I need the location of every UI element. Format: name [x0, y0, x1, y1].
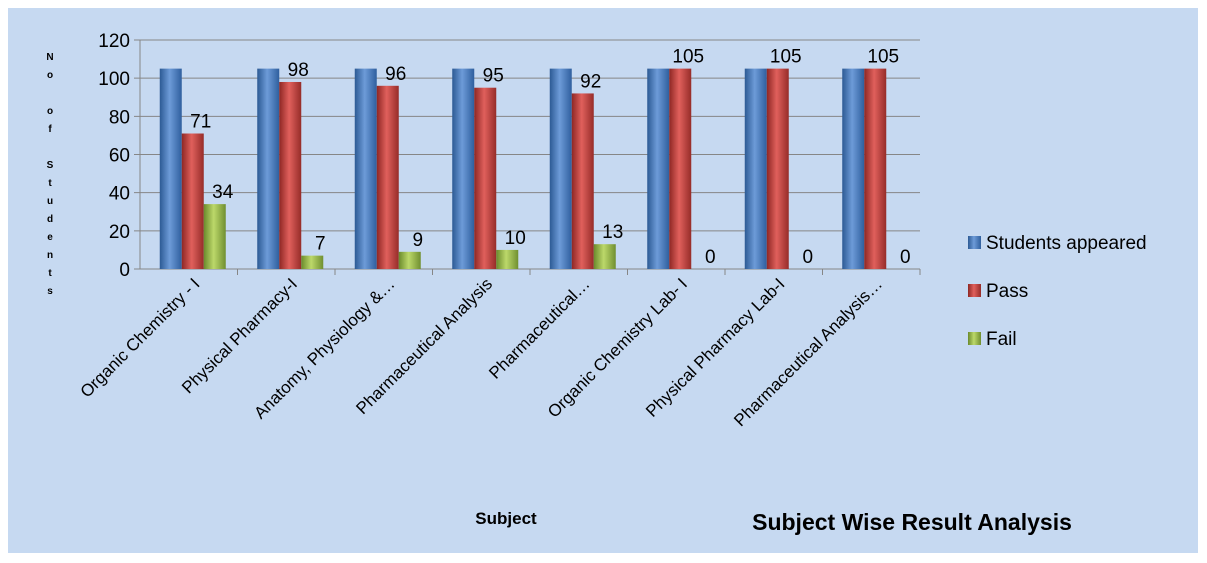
bar-students-appeared — [842, 68, 865, 269]
data-label: 10 — [505, 228, 526, 249]
y-axis-title-char: o — [47, 70, 53, 81]
bar-students-appeared — [257, 68, 280, 269]
data-label: 96 — [385, 64, 406, 85]
legend-label: Students appeared — [986, 233, 1147, 254]
bar-fail — [593, 244, 616, 269]
bars — [159, 68, 887, 269]
y-tick-label: 20 — [109, 222, 130, 243]
data-label: 105 — [770, 47, 802, 68]
data-label: 71 — [190, 112, 211, 133]
data-label: 0 — [705, 247, 716, 268]
data-label: 92 — [580, 71, 601, 92]
y-axis-title-char: e — [47, 232, 53, 243]
bar-fail — [301, 255, 324, 269]
y-tick-labels: 0 20 40 60 80 100 120 — [98, 31, 130, 281]
y-axis-title-char: d — [47, 214, 53, 225]
legend-swatch — [968, 236, 981, 249]
bar-students-appeared — [744, 68, 767, 269]
y-axis-title-char: f — [48, 124, 52, 135]
data-label: 0 — [802, 247, 813, 268]
bar-fail — [398, 251, 421, 269]
bar-fail — [203, 204, 226, 269]
legend-label: Fail — [986, 329, 1017, 350]
y-axis-title-char: S — [47, 160, 54, 171]
bar-chart: 0 20 40 60 80 100 120 71 34 98 7 96 9 95 10 92 13 105 0 10… — [46, 31, 1147, 535]
data-label: 105 — [867, 47, 899, 68]
bar-pass — [766, 68, 789, 269]
y-tick-label: 80 — [109, 107, 130, 128]
data-label: 98 — [288, 60, 309, 81]
data-label: 7 — [315, 234, 326, 255]
x-axis-title: Subject — [475, 509, 537, 528]
data-label: 105 — [672, 47, 704, 68]
y-axis-title-char: t — [48, 268, 52, 279]
bar-pass — [181, 133, 204, 269]
bar-students-appeared — [354, 68, 377, 269]
y-tick-label: 60 — [109, 146, 130, 167]
data-label: 9 — [412, 230, 423, 251]
y-tick-label: 0 — [119, 260, 130, 281]
bar-pass — [571, 93, 594, 269]
y-axis-title-char: n — [47, 250, 53, 261]
y-axis-title-char: N — [46, 52, 53, 63]
bar-pass — [864, 68, 887, 269]
legend-label: Pass — [986, 281, 1028, 302]
y-axis-title-char: s — [47, 286, 53, 297]
legend-swatch — [968, 284, 981, 297]
bar-pass — [279, 81, 302, 269]
data-labels: 71 34 98 7 96 9 95 10 92 13 105 0 105 0 105 0 — [190, 47, 910, 268]
bar-students-appeared — [452, 68, 475, 269]
x-category-label: Pharmaceutical… — [485, 274, 593, 382]
bar-students-appeared — [549, 68, 572, 269]
data-label: 34 — [212, 182, 234, 203]
y-tick-label: 100 — [98, 69, 130, 90]
chart-title: Subject Wise Result Analysis — [752, 509, 1072, 535]
data-label: 0 — [900, 247, 911, 268]
y-tick-label: 120 — [98, 31, 130, 52]
bar-pass — [669, 68, 692, 269]
bar-pass — [474, 87, 497, 269]
bar-students-appeared — [159, 68, 182, 269]
gridlines — [134, 39, 921, 275]
legend-swatch — [968, 332, 981, 345]
bar-pass — [376, 85, 399, 269]
bar-fail — [496, 249, 519, 269]
legend: Students appeared Pass Fail — [968, 233, 1147, 350]
data-label: 95 — [483, 66, 504, 87]
y-axis-title-char: t — [48, 178, 52, 189]
y-axis-title-char: u — [47, 196, 53, 207]
bar-students-appeared — [647, 68, 670, 269]
y-axis-title-char: o — [47, 106, 53, 117]
chart-area: 0 20 40 60 80 100 120 71 34 98 7 96 9 95 10 92 13 105 0 10… — [8, 8, 1198, 553]
y-tick-label: 40 — [109, 184, 130, 205]
data-label: 13 — [602, 222, 623, 243]
